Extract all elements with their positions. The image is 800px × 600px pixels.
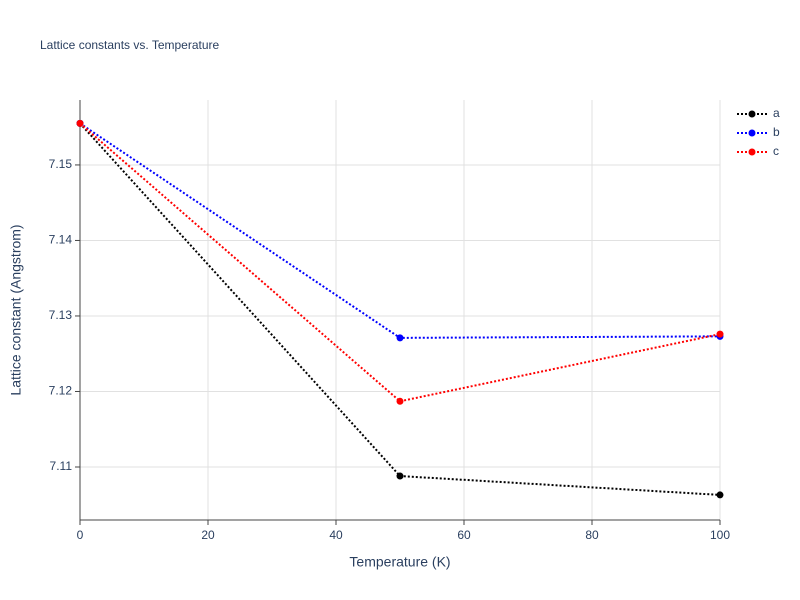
data-point (716, 491, 724, 499)
legend-marker (748, 148, 756, 156)
series-line (79, 122, 721, 403)
data-point (76, 119, 84, 127)
y-tick-label: 7.13 (49, 308, 73, 322)
x-tick-label: 0 (77, 528, 84, 542)
series-line (79, 122, 721, 496)
x-tick-label: 20 (201, 528, 215, 542)
y-tick-label: 7.12 (49, 384, 73, 398)
data-point (716, 330, 724, 338)
legend-label: a (773, 106, 780, 120)
legend-marker (748, 110, 756, 118)
series-line (79, 122, 721, 339)
x-axis-title: Temperature (K) (349, 554, 450, 570)
x-tick-label: 60 (457, 528, 471, 542)
data-point (396, 334, 404, 342)
x-tick-label: 40 (329, 528, 343, 542)
data-point (396, 397, 404, 405)
chart-title: Lattice constants vs. Temperature (40, 38, 220, 52)
legend-marker (748, 129, 756, 137)
legend-label: c (773, 144, 779, 158)
x-tick-label: 100 (710, 528, 730, 542)
y-tick-label: 7.15 (49, 157, 73, 171)
data-point (396, 472, 404, 480)
y-tick-label: 7.14 (49, 233, 73, 247)
y-axis-title: Lattice constant (Angstrom) (8, 224, 24, 395)
legend-label: b (773, 125, 780, 139)
x-tick-label: 80 (585, 528, 599, 542)
y-tick-label: 7.11 (50, 459, 73, 473)
